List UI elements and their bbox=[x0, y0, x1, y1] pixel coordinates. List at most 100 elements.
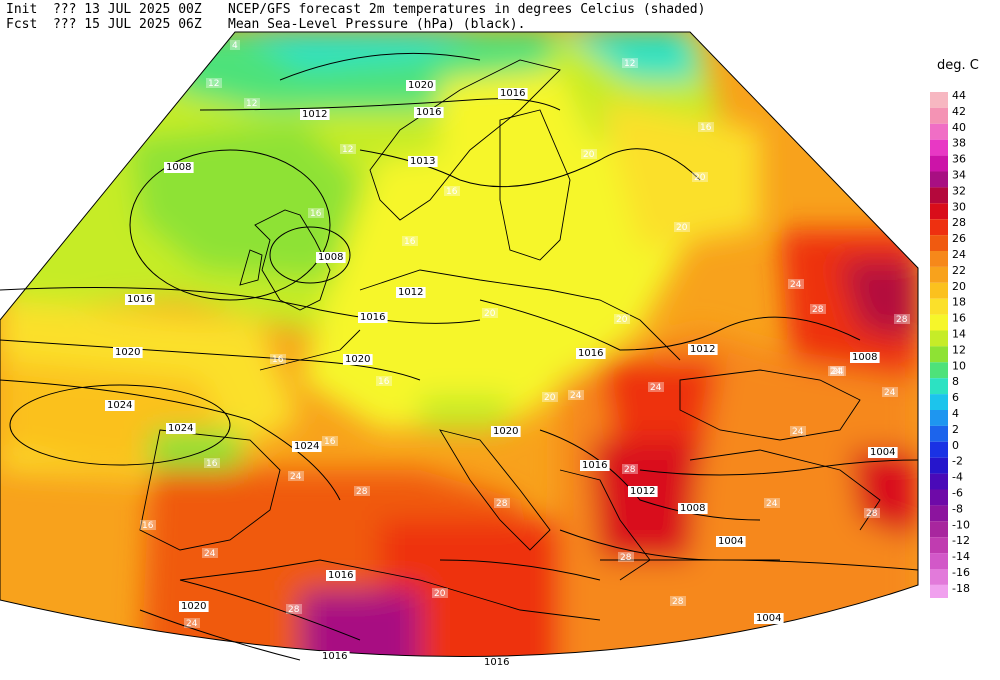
isobar-label-bg bbox=[125, 294, 155, 305]
temp-label: 24 bbox=[290, 472, 302, 482]
isobar-label: 1008 bbox=[318, 252, 343, 263]
temp-label: 24 bbox=[186, 619, 198, 629]
isobar-label-bg bbox=[164, 162, 194, 173]
isobar-label-bg bbox=[628, 486, 658, 497]
legend-label: -4 bbox=[952, 471, 963, 484]
legend-swatch bbox=[930, 235, 948, 251]
temp-label: 4 bbox=[232, 41, 238, 51]
legend-label: 24 bbox=[952, 248, 966, 261]
temp-label: 24 bbox=[884, 388, 896, 398]
isobar-label-bg bbox=[326, 570, 356, 581]
temp-label-bg bbox=[244, 98, 260, 108]
temp-label-bg bbox=[376, 376, 392, 386]
isobar-label: 1012 bbox=[302, 109, 327, 120]
legend-label: 26 bbox=[952, 232, 966, 245]
isobar-label: 1024 bbox=[107, 400, 132, 411]
temp-label: 12 bbox=[246, 99, 257, 109]
temp-label-bg bbox=[482, 308, 498, 318]
temp-label-bg bbox=[322, 436, 338, 446]
temp-label: 24 bbox=[830, 367, 842, 377]
isobar-label-bg bbox=[498, 88, 528, 99]
isobar-label: 1008 bbox=[680, 503, 705, 514]
temp-label: 28 bbox=[496, 499, 508, 509]
legend-label: 6 bbox=[952, 391, 959, 404]
isobar-label-bg bbox=[754, 613, 784, 624]
temp-label: 24 bbox=[570, 391, 582, 401]
temp-label: 16 bbox=[446, 187, 458, 197]
legend-label: 38 bbox=[952, 137, 966, 150]
temp-label: 16 bbox=[378, 377, 390, 387]
temp-label: 28 bbox=[866, 509, 878, 519]
isobar-label-bg bbox=[491, 426, 521, 437]
isobar-label: 1020 bbox=[493, 426, 518, 437]
temp-label-bg bbox=[692, 172, 708, 182]
isobar-label-bg bbox=[868, 447, 898, 458]
isobar-label-bg bbox=[343, 354, 373, 365]
legend-label: 36 bbox=[952, 153, 966, 166]
isobar-label: 1012 bbox=[690, 344, 715, 355]
temp-label-bg bbox=[432, 588, 448, 598]
temp-label-bg bbox=[542, 392, 558, 402]
legend-swatch bbox=[930, 457, 948, 474]
isobar-label-bg bbox=[320, 651, 350, 662]
init-line: Init ??? 13 JUL 2025 00Z bbox=[6, 2, 202, 17]
temp-label: 24 bbox=[650, 383, 662, 393]
temp-label-bg bbox=[204, 458, 220, 468]
legend-label: 28 bbox=[952, 216, 966, 229]
temp-label: 12 bbox=[342, 145, 353, 155]
temp-label: 16 bbox=[206, 459, 218, 469]
temp-label-bg bbox=[622, 58, 638, 68]
init-label: Init bbox=[6, 2, 38, 17]
temp-label-bg bbox=[494, 498, 510, 508]
legend-swatch bbox=[930, 489, 948, 506]
fcst-value: ??? 15 JUL 2025 06Z bbox=[52, 17, 202, 32]
temp-label-bg bbox=[790, 426, 806, 436]
legend-swatch bbox=[930, 92, 948, 108]
temp-label-bg bbox=[581, 149, 597, 159]
temp-label-bg bbox=[614, 314, 630, 324]
legend-swatch bbox=[930, 203, 948, 220]
legend-label: 0 bbox=[952, 439, 959, 452]
isobar-label: 1016 bbox=[578, 348, 603, 359]
legend-label: 10 bbox=[952, 359, 966, 372]
legend-swatch bbox=[930, 155, 948, 172]
isobar-label: 1020 bbox=[408, 80, 433, 91]
legend-swatch bbox=[930, 362, 948, 379]
legend-swatch bbox=[930, 441, 948, 458]
temp-label: 24 bbox=[832, 367, 844, 377]
legend-label: 2 bbox=[952, 423, 959, 436]
temp-label: 28 bbox=[672, 597, 684, 607]
isobar-label: 1016 bbox=[127, 294, 152, 305]
isobar-label-bg bbox=[300, 109, 330, 120]
temp-label: 24 bbox=[790, 280, 802, 290]
temp-label-bg bbox=[286, 604, 302, 614]
isobar-label: 1016 bbox=[360, 312, 385, 323]
title-line-2: Mean Sea-Level Pressure (hPa) (black). bbox=[228, 17, 526, 32]
temp-label-bg bbox=[764, 498, 780, 508]
temp-label-bg bbox=[788, 279, 804, 289]
legend-swatch bbox=[930, 330, 948, 347]
isobar-label-bg bbox=[482, 657, 512, 668]
temp-label-bg bbox=[810, 304, 826, 314]
temp-label-bg bbox=[648, 382, 664, 392]
isobar-label: 1020 bbox=[345, 354, 370, 365]
isobar-label-bg bbox=[358, 312, 388, 323]
temp-label: 28 bbox=[620, 553, 632, 563]
legend-swatch bbox=[930, 282, 948, 299]
map-border bbox=[0, 31, 919, 657]
legend-swatch bbox=[930, 298, 948, 315]
isobar-label-bg bbox=[105, 400, 135, 411]
isobar-label: 1020 bbox=[115, 347, 140, 358]
isobar-label: 1013 bbox=[410, 156, 435, 167]
temp-label: 20 bbox=[484, 309, 496, 319]
temp-label-bg bbox=[622, 464, 638, 474]
temp-label-bg bbox=[308, 208, 324, 218]
legend-label: -6 bbox=[952, 487, 963, 500]
temp-label: 12 bbox=[624, 59, 635, 69]
isobar-label-bg bbox=[688, 344, 718, 355]
legend-swatch bbox=[930, 139, 948, 156]
temp-label-bg bbox=[206, 78, 222, 88]
temp-label: 28 bbox=[812, 305, 824, 315]
temp-label: 28 bbox=[356, 487, 368, 497]
temp-label: 20 bbox=[694, 173, 706, 183]
